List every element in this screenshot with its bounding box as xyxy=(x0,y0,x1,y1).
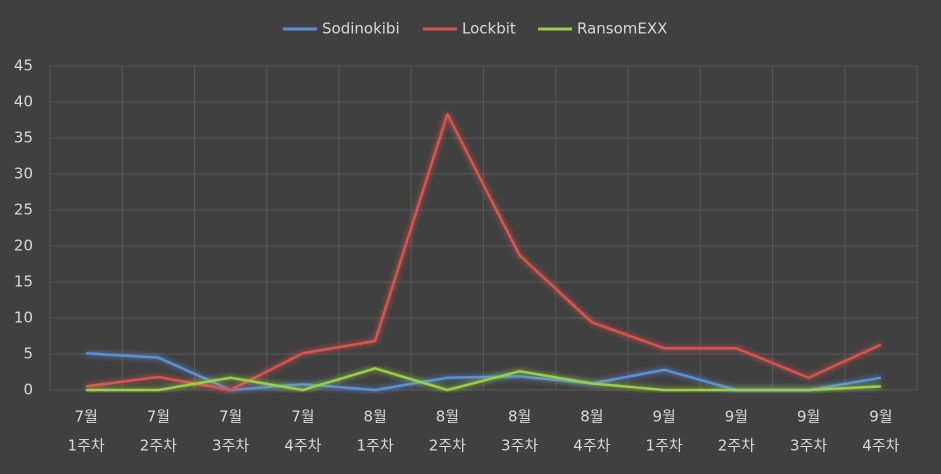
x-tick-label: 4주차 xyxy=(573,437,610,455)
x-tick-label: 8월 xyxy=(580,408,603,426)
x-tick-label: 2주차 xyxy=(718,437,755,455)
y-tick-label: 10 xyxy=(14,309,33,327)
y-tick-label: 25 xyxy=(14,201,33,219)
y-tick-label: 0 xyxy=(23,381,33,399)
x-tick-label: 3주차 xyxy=(790,437,827,455)
x-tick-label: 7월 xyxy=(147,408,170,426)
y-tick-label: 45 xyxy=(14,57,33,75)
x-tick-label: 7월 xyxy=(219,408,242,426)
x-tick-label: 3주차 xyxy=(501,437,538,455)
x-tick-label: 1주차 xyxy=(357,437,394,455)
x-tick-label: 3주차 xyxy=(212,437,249,455)
legend-label: Sodinokibi xyxy=(322,20,400,38)
x-tick-label: 8월 xyxy=(363,408,386,426)
x-tick-label: 9월 xyxy=(652,408,675,426)
legend-label: RansomEXX xyxy=(577,20,667,38)
x-tick-label: 9월 xyxy=(869,408,892,426)
series-line xyxy=(86,367,881,392)
y-tick-label: 20 xyxy=(14,237,33,255)
x-tick-label: 7월 xyxy=(74,408,97,426)
x-tick-label: 2주차 xyxy=(140,437,177,455)
y-tick-label: 40 xyxy=(14,93,33,111)
x-tick-label: 1주차 xyxy=(646,437,683,455)
y-tick-label: 15 xyxy=(14,273,33,291)
x-tick-label: 7월 xyxy=(291,408,314,426)
x-tick-label: 2주차 xyxy=(429,437,466,455)
x-tick-label: 8월 xyxy=(436,408,459,426)
y-tick-label: 5 xyxy=(23,345,33,363)
x-tick-label: 4주차 xyxy=(862,437,899,455)
x-tick-label: 9월 xyxy=(797,408,820,426)
x-tick-label: 1주차 xyxy=(68,437,105,455)
y-tick-label: 35 xyxy=(14,129,33,147)
y-tick-label: 30 xyxy=(14,165,33,183)
x-tick-label: 9월 xyxy=(725,408,748,426)
legend-label: Lockbit xyxy=(462,20,516,38)
x-tick-label: 4주차 xyxy=(284,437,321,455)
x-tick-label: 8월 xyxy=(508,408,531,426)
series-line xyxy=(85,112,882,392)
